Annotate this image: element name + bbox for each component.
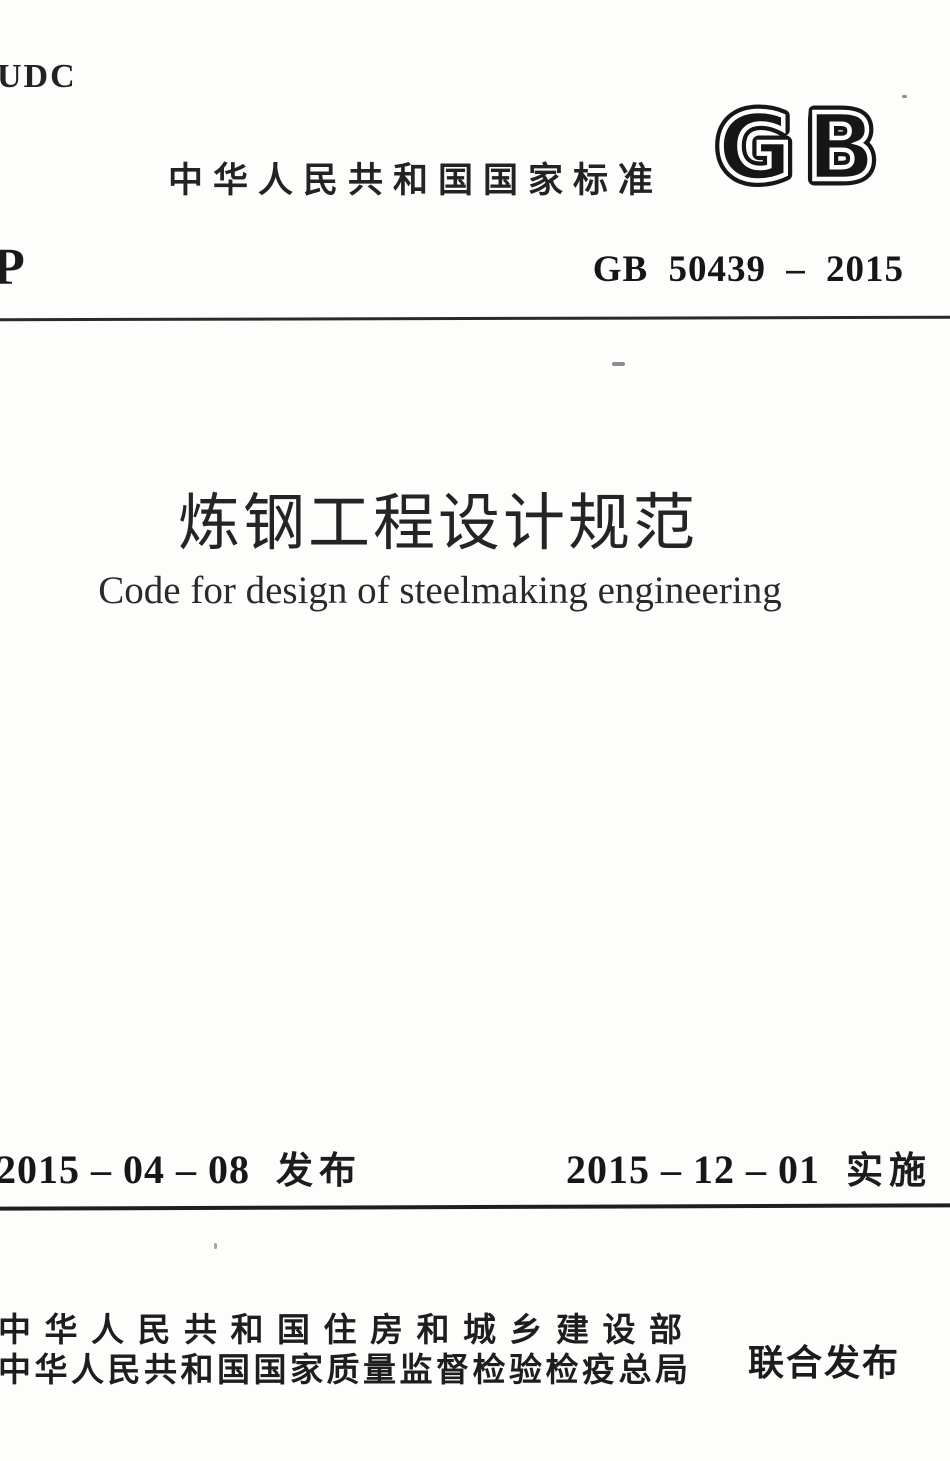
udc-label: UDC: [0, 58, 77, 95]
scan-artifact: [612, 362, 625, 366]
implement-date-row: 2015 – 12 – 01 实施: [566, 1140, 932, 1194]
implement-date: 2015 – 12 – 01: [566, 1147, 820, 1192]
gb-standard-logo-icon: G G B B: [712, 94, 883, 192]
document-type-code: P: [0, 239, 25, 296]
bottom-rule: [0, 1203, 950, 1211]
implement-label: 实施: [846, 1150, 932, 1191]
joint-release-label: 联合发布: [748, 1342, 901, 1383]
gb-logo-letter-b: B: [806, 94, 876, 192]
publisher-line: 中华人民共和国住房和城乡建设部: [0, 1311, 696, 1348]
publish-date: 2015 – 04 – 08: [0, 1147, 250, 1192]
publishers-block: 中华人民共和国住房和城乡建设部 中华人民共和国国家质量监督检验检疫总局: [0, 1310, 696, 1390]
scan-artifact: [214, 1243, 217, 1249]
top-rule: [0, 315, 950, 322]
gb-logo-letter-g: G: [717, 94, 793, 192]
document-title-cn: 炼钢工程设计规范: [177, 490, 698, 558]
standard-number: GB 50439 – 2015: [592, 249, 904, 290]
scan-artifact: [902, 95, 907, 98]
publish-date-row: 2015 – 04 – 08 发布: [0, 1140, 362, 1194]
publisher-line: 中华人民共和国国家质量监督检验检疫总局: [0, 1351, 692, 1388]
document-title-en: Code for design of steelmaking engineeri…: [98, 569, 782, 612]
gb-logo-letter-b-outline: B: [806, 94, 876, 192]
publish-label: 发布: [276, 1150, 362, 1191]
gb-logo-divider: [795, 95, 810, 191]
national-standard-heading: 中华人民共和国国家标准: [168, 161, 664, 200]
gb-logo-letter-g-outline: G: [717, 94, 793, 192]
